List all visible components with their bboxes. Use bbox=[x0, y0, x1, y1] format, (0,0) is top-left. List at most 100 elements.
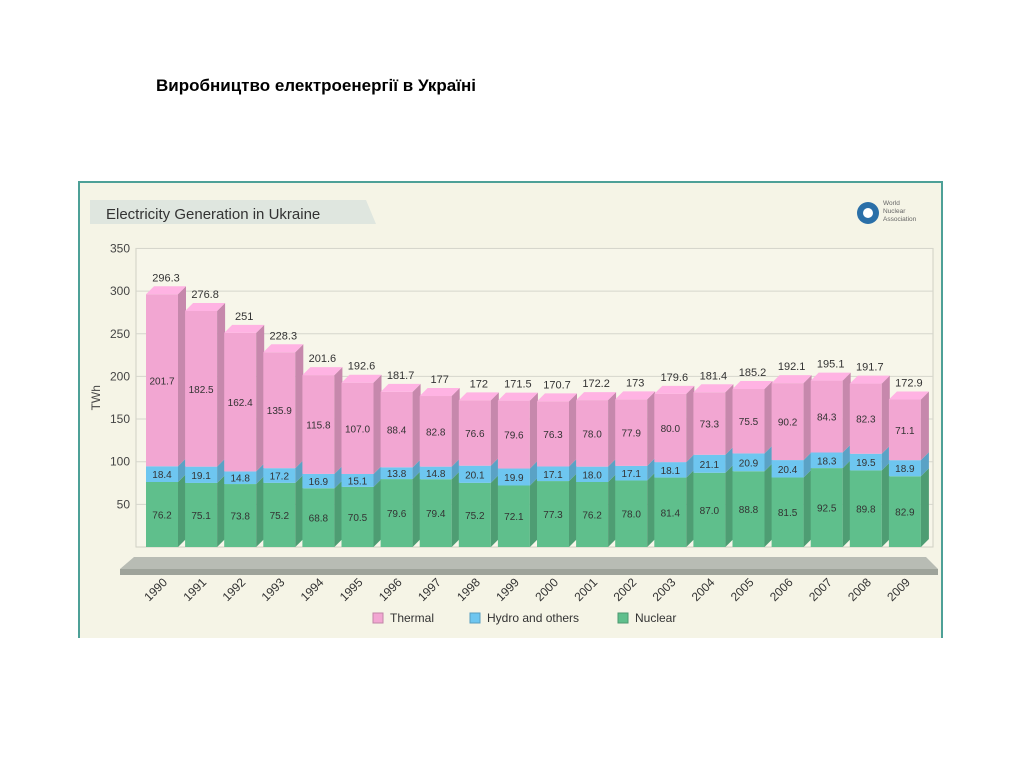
data-label: 73.3 bbox=[700, 420, 720, 431]
bar-side bbox=[178, 458, 186, 483]
bar-thermal bbox=[341, 382, 374, 474]
data-label: 19.9 bbox=[504, 473, 524, 484]
data-label: 76.2 bbox=[152, 511, 172, 522]
bar-nuclear bbox=[146, 482, 178, 547]
bar-side bbox=[920, 391, 929, 461]
total-label: 172.9 bbox=[895, 378, 923, 390]
data-label: 75.1 bbox=[191, 511, 211, 522]
data-label: 20.9 bbox=[739, 458, 759, 469]
bar-thermal bbox=[185, 310, 218, 467]
bar-nuclear bbox=[888, 476, 921, 547]
bar-side bbox=[842, 460, 851, 547]
bar-hydro-and-others bbox=[888, 460, 921, 477]
data-label: 73.8 bbox=[230, 512, 250, 523]
bar-thermal bbox=[419, 396, 452, 467]
chart-floor bbox=[120, 557, 938, 569]
data-label: 89.8 bbox=[856, 505, 876, 516]
bar-side bbox=[803, 375, 812, 461]
bar-nuclear bbox=[341, 486, 374, 547]
bar-side bbox=[373, 465, 382, 487]
bar-top bbox=[185, 302, 226, 311]
data-label: 68.8 bbox=[309, 514, 329, 525]
data-label: 82.8 bbox=[426, 427, 446, 438]
bar-side bbox=[451, 458, 460, 480]
bar-top bbox=[810, 372, 851, 381]
data-label: 84.3 bbox=[817, 413, 837, 424]
logo-text: Association bbox=[883, 216, 917, 223]
bar-side bbox=[490, 457, 499, 483]
bar-side bbox=[295, 344, 304, 469]
total-label: 177 bbox=[431, 374, 449, 386]
bar-side bbox=[725, 446, 734, 473]
data-label: 162.4 bbox=[228, 398, 253, 409]
data-label: 79.6 bbox=[387, 509, 407, 520]
bar-top bbox=[146, 286, 186, 295]
bar-hydro-and-others bbox=[419, 466, 452, 480]
x-tick-label: 1992 bbox=[220, 575, 249, 604]
bar-side bbox=[881, 462, 890, 547]
bar-top bbox=[771, 375, 812, 384]
bar-thermal bbox=[146, 294, 178, 467]
bar-nuclear bbox=[224, 484, 257, 547]
bar-side bbox=[725, 464, 734, 547]
total-label: 192.6 bbox=[348, 361, 376, 373]
data-label: 18.1 bbox=[661, 466, 681, 477]
bar-nuclear bbox=[771, 477, 804, 547]
bar-hydro-and-others bbox=[458, 465, 491, 483]
x-tick-label: 1991 bbox=[180, 575, 209, 604]
bar-nuclear bbox=[458, 482, 491, 547]
legend-label: Hydro and others bbox=[487, 611, 579, 625]
data-label: 81.5 bbox=[778, 508, 798, 519]
bar-hydro-and-others bbox=[693, 454, 726, 473]
bar-side bbox=[881, 375, 890, 454]
bar-side bbox=[373, 374, 382, 474]
y-tick-label: 50 bbox=[117, 497, 131, 511]
total-label: 171.5 bbox=[504, 379, 532, 391]
x-tick-label: 2005 bbox=[728, 575, 757, 604]
bar-top bbox=[302, 367, 343, 376]
bar-side bbox=[334, 480, 343, 547]
data-label: 14.8 bbox=[426, 469, 446, 480]
data-label: 135.9 bbox=[267, 406, 292, 417]
x-tick-label: 1993 bbox=[259, 575, 288, 604]
bar-side bbox=[217, 302, 226, 467]
data-label: 18.9 bbox=[895, 464, 915, 475]
data-label: 201.7 bbox=[149, 376, 174, 387]
data-label: 82.9 bbox=[895, 508, 915, 519]
bar-hydro-and-others bbox=[537, 466, 569, 482]
data-label: 13.8 bbox=[387, 469, 407, 480]
page-title: Виробництво електроенергії в Україні bbox=[156, 76, 477, 95]
bar-thermal bbox=[888, 399, 921, 461]
bar-side bbox=[686, 454, 695, 478]
bar-hydro-and-others bbox=[263, 468, 296, 483]
bar-side bbox=[529, 392, 538, 469]
total-label: 179.6 bbox=[661, 372, 689, 384]
bar-side bbox=[764, 445, 773, 472]
bar-side bbox=[647, 391, 656, 466]
bar-thermal bbox=[615, 399, 648, 466]
bar-side bbox=[217, 474, 226, 547]
x-tick-label: 2009 bbox=[884, 575, 913, 604]
bar-thermal bbox=[302, 375, 335, 474]
x-tick-label: 2000 bbox=[532, 575, 561, 604]
data-label: 75.5 bbox=[739, 417, 759, 428]
bar-hydro-and-others bbox=[224, 471, 257, 485]
x-tick-label: 1994 bbox=[298, 575, 327, 604]
x-tick-label: 2006 bbox=[767, 575, 796, 604]
y-tick-label: 150 bbox=[110, 412, 130, 426]
bar-side bbox=[608, 458, 617, 483]
data-label: 20.1 bbox=[465, 470, 485, 481]
bar-side bbox=[412, 471, 421, 547]
total-label: 172.2 bbox=[582, 378, 610, 390]
bar-top bbox=[419, 388, 460, 397]
bar-top bbox=[576, 392, 617, 401]
data-label: 182.5 bbox=[189, 385, 214, 396]
x-tick-label: 2008 bbox=[845, 575, 874, 604]
total-label: 181.7 bbox=[387, 370, 415, 382]
bar-side bbox=[647, 457, 656, 481]
bar-hydro-and-others bbox=[146, 466, 178, 483]
bar-side bbox=[217, 458, 226, 483]
data-label: 17.1 bbox=[621, 469, 641, 480]
total-label: 181.4 bbox=[700, 370, 728, 382]
bar-top bbox=[537, 393, 577, 402]
